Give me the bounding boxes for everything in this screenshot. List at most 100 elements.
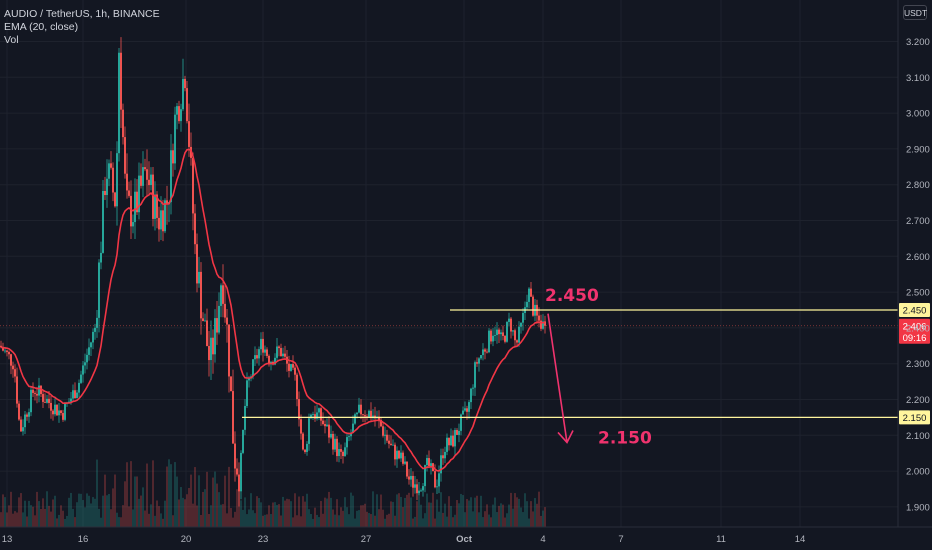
volume-bar [342,510,344,527]
candle-body [80,374,82,383]
volume-bar [500,503,502,527]
candle-body [52,410,54,415]
volume-bar [156,500,158,527]
candle-body [254,355,256,360]
time-axis[interactable]: 13 16 20 23 27 Oct 4 7 11 14 [0,526,932,545]
candle-body [14,369,16,377]
volume-bar [40,508,42,527]
candle-body [164,200,166,232]
volume-bar [176,476,178,527]
candle-body [78,382,80,393]
volume-bar [402,507,404,527]
volume-bar [488,514,490,527]
arrow-shaft[interactable] [547,313,568,443]
candle-body [434,471,436,488]
volume-bar [400,496,402,527]
price-axis[interactable]: 3.200 3.100 3.000 2.900 2.800 2.700 2.600 2.500… [897,0,930,527]
candle-body [280,348,282,357]
y-tick-label: 2.600 [906,252,930,263]
candle-body [458,430,460,435]
volume-bar [182,497,184,527]
candle-body [324,424,326,427]
volume-bar [240,500,242,527]
volume-bar [46,491,48,527]
ema-legend[interactable]: EMA (20, close) [4,21,79,33]
volume-bar [110,509,112,527]
candle-body [462,410,464,415]
candle-body [162,210,164,232]
annotation-text[interactable]: 2.150 [598,428,652,448]
volume-legend[interactable]: Vol [4,34,19,46]
volume-bar [344,497,346,527]
candle-body [378,416,380,420]
volume-bar [278,504,280,527]
volume-bar [352,495,354,527]
volume-bar [300,516,302,527]
volume-bar [188,488,190,527]
volume-bar [492,504,494,527]
annotation-text[interactable]: 2.450 [545,286,599,306]
candle-body [342,451,344,457]
candle-body [476,362,478,364]
volume-bar [446,516,448,527]
candle-body [292,364,294,368]
candle-body [532,296,534,316]
volume-bar [184,499,186,527]
trend-arrow[interactable] [547,313,574,444]
volume-bar [384,518,386,527]
volume-bar [370,514,372,527]
currency-unit-label[interactable]: USDT [903,5,927,20]
candle-body [228,324,230,377]
volume-bar [136,476,138,527]
countdown-timer: 09:16 [903,333,927,344]
volume-bar [426,493,428,527]
volume-bar [542,510,544,527]
candle-body [146,169,148,180]
candle-body [84,362,86,366]
level-price-tag [899,410,930,425]
candle-body [10,354,12,366]
candle-body [46,398,48,403]
volume-bar [244,497,246,527]
candle-body [460,414,462,431]
volume-bar [248,509,250,527]
candle-body [312,414,314,416]
volume-bar [236,489,238,527]
candle-body [56,404,58,416]
candle-body [372,415,374,418]
candle-body [406,461,408,477]
candle-body [520,322,522,327]
volume-bar [80,493,82,527]
x-tick-label: 4 [540,534,545,545]
volume-bar [230,508,232,527]
volume-bar [160,513,162,527]
candle-body [414,484,416,488]
level-price-label: 2.450 [903,306,927,317]
candle-body [36,393,38,396]
candle-body [514,330,516,341]
candle-body [140,175,142,186]
y-tick-label: 2.200 [906,395,930,406]
candle-body [214,318,216,355]
volume-bar [220,504,222,527]
candle-body [334,438,336,450]
candle-body [150,174,152,186]
arrow-head[interactable] [557,430,574,444]
volume-bar [168,459,170,527]
volume-bar [452,517,454,527]
volume-bar [94,498,96,527]
candle-body [392,444,394,446]
volume-bar [496,512,498,527]
symbol-title[interactable]: AUDIO / TetherUS, 1h, BINANCE [4,8,160,20]
volume-bar [222,504,224,527]
candle-body [284,353,286,357]
candle-body [242,429,244,453]
volume-bar [14,511,16,527]
volume-bar [424,513,426,527]
candle-body [454,430,456,447]
volume-bar [336,499,338,527]
candle-body [224,303,226,318]
candle-body [384,434,386,436]
